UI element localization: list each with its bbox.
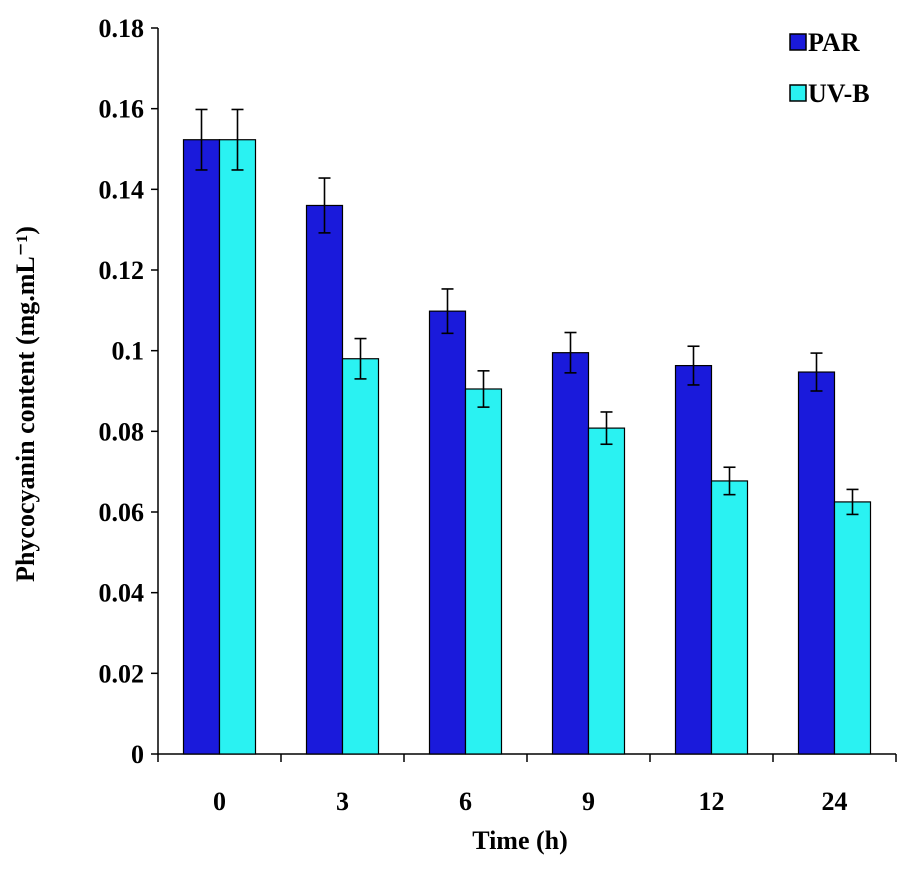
y-tick-label: 0.06 [99, 498, 145, 527]
y-tick-label: 0.04 [99, 579, 145, 608]
legend-swatch-uvb [789, 84, 807, 102]
bar-uvb [587, 427, 626, 755]
y-axis-title: Phycocyanin content (mg.mL⁻¹) [11, 226, 40, 582]
bar-uvb [464, 388, 503, 755]
bars [182, 139, 872, 755]
x-tick-label: 3 [336, 787, 349, 816]
y-tick-label: 0.02 [99, 659, 145, 688]
y-tick-label: 0.18 [99, 14, 145, 43]
y-tick-label: 0.08 [99, 417, 145, 446]
x-tick-label: 12 [699, 787, 725, 816]
bar-par [305, 204, 344, 755]
x-tick-label: 9 [582, 787, 595, 816]
bar-uvb [833, 501, 872, 755]
bar-uvb [341, 358, 380, 755]
y-tick-label: 0.1 [112, 337, 145, 366]
x-tick-label: 6 [459, 787, 472, 816]
x-axis: 0 3 6 9 12 24 [157, 753, 897, 816]
bar-par [428, 310, 467, 755]
bar-uvb [710, 480, 749, 755]
legend-swatch-par [789, 33, 807, 51]
legend-label-par: PAR [808, 28, 860, 57]
y-tick-label: 0.12 [99, 256, 145, 285]
x-tick-label: 0 [213, 787, 226, 816]
legend: PAR UV-B [789, 28, 870, 108]
bar-par [551, 352, 590, 755]
bar-par [182, 139, 221, 755]
y-tick-label: 0.16 [99, 95, 145, 124]
error-bars [195, 108, 859, 516]
legend-label-uvb: UV-B [808, 79, 870, 108]
x-tick-label: 24 [822, 787, 848, 816]
y-tick-label: 0.14 [99, 175, 145, 204]
x-axis-title: Time (h) [472, 826, 568, 855]
y-axis: 0 0.02 0.04 0.06 0.08 0.1 0.12 0.14 0.16 0.18 [99, 14, 159, 769]
bar-par [797, 371, 836, 755]
bar-uvb [218, 139, 257, 755]
y-tick-label: 0 [131, 740, 144, 769]
bar-par [674, 364, 713, 755]
